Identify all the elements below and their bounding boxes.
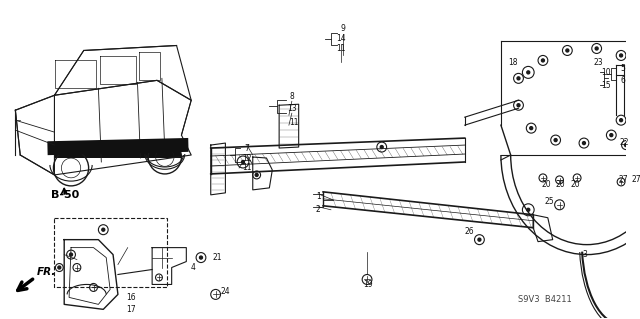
Text: 15: 15 (602, 81, 611, 90)
Text: 10: 10 (602, 68, 611, 77)
Text: 13: 13 (287, 104, 297, 113)
Text: 23: 23 (594, 58, 604, 67)
Text: 22: 22 (620, 137, 628, 146)
Text: 17: 17 (126, 305, 136, 314)
Text: 11: 11 (242, 163, 252, 173)
Circle shape (620, 54, 623, 57)
Circle shape (102, 228, 105, 231)
Text: 6: 6 (621, 76, 625, 85)
Text: FR.: FR. (37, 268, 56, 278)
Circle shape (200, 256, 202, 259)
Text: 27: 27 (618, 175, 628, 184)
FancyBboxPatch shape (54, 148, 181, 158)
Text: 20: 20 (541, 180, 550, 189)
Text: 5: 5 (621, 64, 625, 73)
Circle shape (530, 127, 532, 130)
Circle shape (380, 145, 383, 149)
Circle shape (634, 71, 637, 74)
Circle shape (554, 138, 557, 142)
Text: S9V3  B4211: S9V3 B4211 (518, 295, 572, 304)
Text: 4: 4 (191, 263, 196, 272)
Circle shape (478, 238, 481, 241)
Circle shape (625, 144, 627, 146)
Text: 20: 20 (556, 180, 565, 189)
Text: 11: 11 (336, 44, 346, 53)
Circle shape (70, 253, 72, 256)
Text: 24: 24 (221, 287, 230, 296)
Text: 12: 12 (242, 153, 252, 162)
Circle shape (566, 49, 569, 52)
Text: 8: 8 (289, 92, 294, 101)
Circle shape (255, 174, 258, 176)
Text: 18: 18 (508, 58, 517, 67)
Text: 21: 21 (213, 253, 222, 262)
Circle shape (632, 117, 636, 120)
Text: 25: 25 (545, 197, 555, 206)
Circle shape (620, 119, 623, 122)
Circle shape (241, 160, 244, 163)
Circle shape (595, 47, 598, 50)
Text: 2: 2 (316, 205, 321, 214)
Circle shape (541, 59, 545, 62)
Text: 1: 1 (316, 192, 321, 201)
Text: 19: 19 (364, 280, 373, 289)
Circle shape (58, 266, 61, 269)
Text: 26: 26 (465, 227, 474, 236)
Circle shape (582, 142, 586, 145)
Circle shape (527, 71, 530, 74)
Text: 14: 14 (336, 34, 346, 43)
Text: 3: 3 (582, 250, 588, 259)
Circle shape (610, 134, 612, 137)
Text: 16: 16 (126, 293, 136, 302)
Text: 20: 20 (570, 180, 580, 189)
Text: 27: 27 (632, 175, 640, 184)
Text: B-50: B-50 (51, 190, 80, 200)
Text: 11: 11 (289, 118, 298, 127)
Text: 7: 7 (244, 144, 250, 152)
Circle shape (527, 208, 530, 211)
Circle shape (517, 104, 520, 107)
Circle shape (517, 77, 520, 80)
Text: 9: 9 (340, 24, 345, 33)
